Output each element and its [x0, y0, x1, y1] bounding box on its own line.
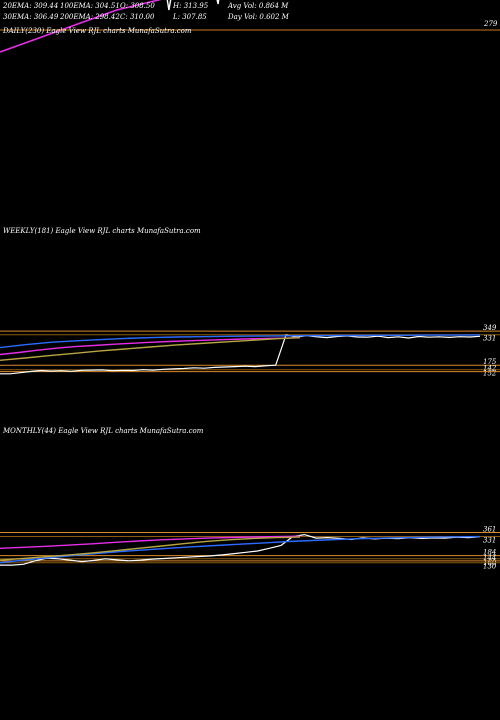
monthly-level-label: 361 [483, 526, 496, 534]
open-stat: O: 308.50 [120, 2, 155, 10]
monthly-chart-panel: MONTHLY(44) Eagle View RJL charts Munafa… [0, 427, 500, 571]
monthly-level-label: 184 [483, 549, 496, 557]
weekly-level-label: 175 [483, 358, 497, 366]
ema200-stat: 200EMA: 298.42 [59, 13, 120, 21]
ema30-stat: 30EMA: 306.49 [3, 13, 59, 21]
weekly-series-ema-olive [0, 336, 301, 361]
weekly-series-ema-magenta [0, 337, 301, 356]
low-stat: L: 307.85 [172, 13, 207, 21]
day-vol-stat: Day Vol: 0.602 M [227, 13, 290, 21]
ema20-stat: 20EMA: 309.44 [2, 2, 58, 10]
monthly-series-ema-olive [0, 536, 301, 561]
weekly-series-price [0, 334, 481, 375]
monthly-series-ema-magenta [0, 535, 301, 549]
monthly-panel-label: MONTHLY(44) Eagle View RJL charts Munafa… [2, 427, 204, 435]
daily-series-ema-slow [0, 0, 162, 53]
weekly-level-label: 152 [483, 370, 497, 378]
weekly-level-label: 349 [483, 324, 497, 332]
weekly-series-ema-blue [0, 334, 481, 349]
avg-vol-stat: Avg Vol: 0.864 M [227, 2, 289, 10]
header-stats: 20EMA: 309.44 100EMA: 304.51 O: 308.50 H… [2, 2, 290, 21]
weekly-level-label: 331 [483, 335, 496, 343]
weekly-level-label: 142 [483, 365, 497, 373]
weekly-chart-panel: WEEKLY(181) Eagle View RJL charts Munafa… [0, 227, 500, 378]
monthly-level-label: 144 [483, 554, 496, 562]
monthly-series-price [0, 533, 481, 566]
monthly-level-label: 331 [483, 536, 496, 544]
monthly-series-ema-blue [0, 535, 481, 564]
high-stat: H: 313.95 [172, 2, 209, 10]
daily-level-label: 279 [483, 20, 498, 28]
monthly-level-label: 130 [483, 563, 497, 571]
close-stat: C: 310.00 [120, 13, 155, 21]
ema100-stat: 100EMA: 304.51 [60, 2, 120, 10]
daily-chart-panel: 279 DAILY(230) Eagle View RJL charts Mun… [0, 0, 500, 53]
daily-panel-label: DAILY(230) Eagle View RJL charts MunafaS… [2, 27, 192, 35]
weekly-panel-label: WEEKLY(181) Eagle View RJL charts Munafa… [3, 227, 201, 235]
